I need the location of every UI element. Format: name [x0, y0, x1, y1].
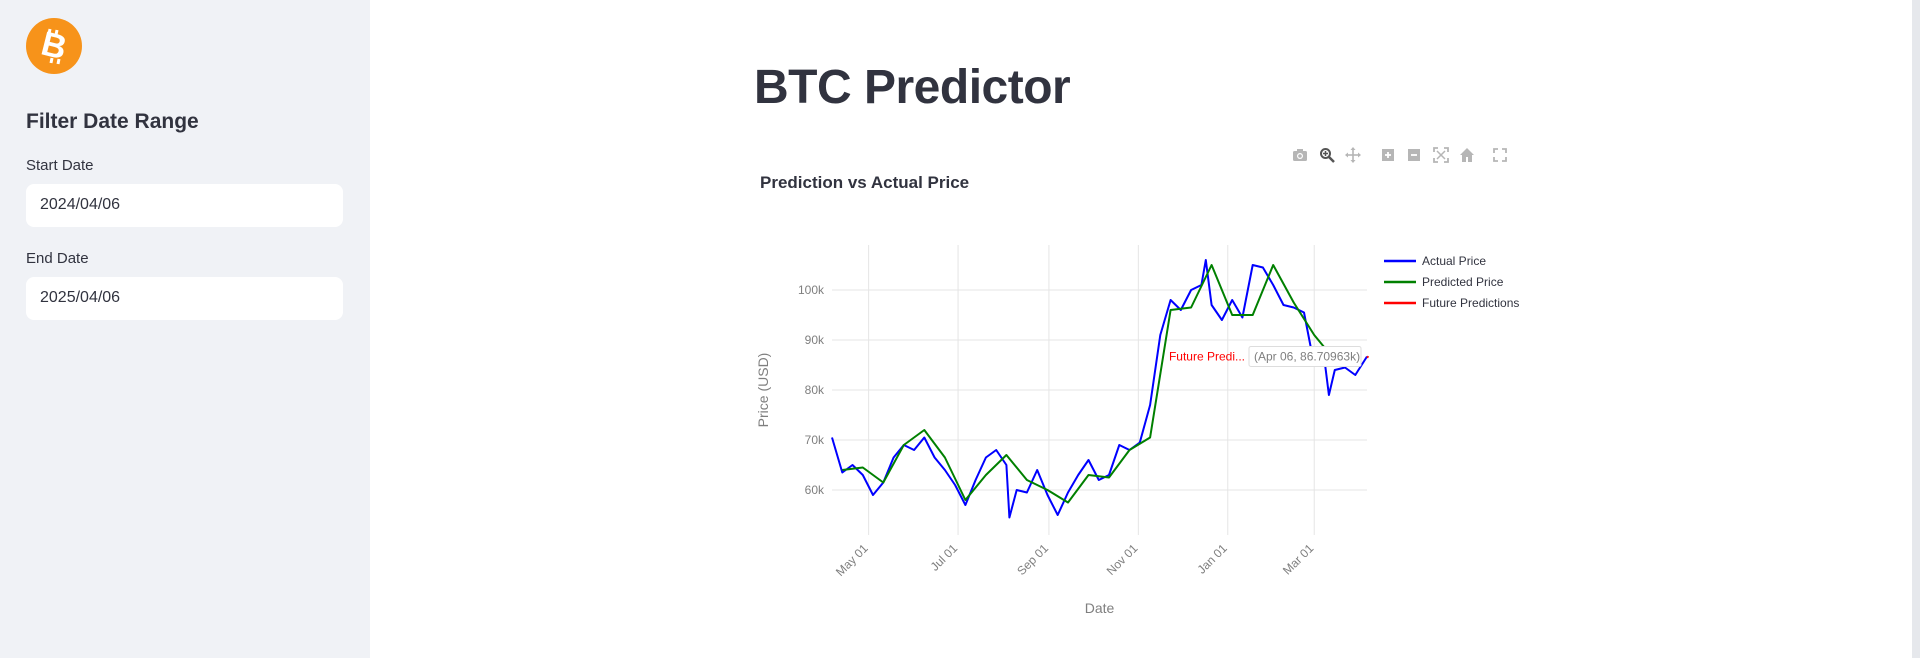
hover-label: Future Predi... (Apr 06, 86.70963k) — [1169, 345, 1362, 367]
chart-ticks: 60k 70k 80k 90k 100k May 01 Jul 01 Sep 01 Nov 01… — [798, 283, 1317, 579]
chart-title: Prediction vs Actual Price — [760, 173, 970, 192]
series-line-3 — [1366, 355, 1370, 359]
scrollbar[interactable] — [1912, 0, 1920, 658]
fullscreen-icon[interactable] — [1490, 144, 1510, 166]
x-tick-label: Jul 01 — [928, 541, 961, 574]
chart-series — [831, 259, 1370, 519]
chart-legend[interactable]: Actual Price Predicted Price Future Predic… — [1384, 254, 1519, 310]
bitcoin-icon: B — [26, 18, 82, 74]
y-tick-label: 100k — [798, 283, 825, 297]
pan-icon[interactable] — [1343, 144, 1363, 166]
y-axis-label: Price (USD) — [755, 353, 771, 428]
legend-label: Predicted Price — [1422, 275, 1504, 289]
zoom-in-icon[interactable] — [1378, 144, 1398, 166]
x-axis-label: Date — [1085, 600, 1115, 616]
y-tick-label: 70k — [805, 433, 825, 447]
svg-text:B: B — [37, 25, 70, 68]
page-title: BTC Predictor — [754, 61, 1071, 114]
zoom-out-icon[interactable] — [1404, 144, 1424, 166]
home-icon[interactable] — [1457, 144, 1477, 166]
autoscale-icon[interactable] — [1431, 144, 1451, 166]
x-tick-label: Mar 01 — [1280, 541, 1317, 578]
hover-box — [1248, 345, 1362, 367]
sidebar: B Filter Date Range Start Date 2024/04/0… — [0, 0, 370, 658]
x-tick-label: Jan 01 — [1194, 541, 1230, 577]
series-line-1 — [831, 259, 1368, 519]
x-tick-label: Sep 01 — [1014, 541, 1051, 578]
x-tick-label: May 01 — [833, 541, 871, 579]
price-chart[interactable]: 60k 70k 80k 90k 100k May 01 Jul 01 Sep 01 Nov 01… — [750, 230, 1540, 630]
x-tick-label: Nov 01 — [1104, 541, 1141, 578]
legend-label: Actual Price — [1422, 254, 1486, 268]
end-date-input[interactable]: 2025/04/06 — [26, 277, 343, 320]
legend-label: Future Predictions — [1422, 296, 1519, 310]
end-date-label: End Date — [26, 250, 89, 267]
start-date-input[interactable]: 2024/04/06 — [26, 184, 343, 227]
zoom-icon[interactable] — [1317, 144, 1337, 166]
series-line-2 — [842, 264, 1336, 504]
start-date-label: Start Date — [26, 157, 94, 174]
filter-heading: Filter Date Range — [26, 110, 199, 133]
hover-value: (Apr 06, 86.70963k) — [1254, 349, 1360, 363]
camera-icon[interactable] — [1290, 144, 1310, 166]
y-tick-label: 90k — [805, 333, 825, 347]
y-tick-label: 80k — [805, 383, 825, 397]
hover-series-name: Future Predi... — [1169, 349, 1245, 363]
y-tick-label: 60k — [805, 483, 825, 497]
